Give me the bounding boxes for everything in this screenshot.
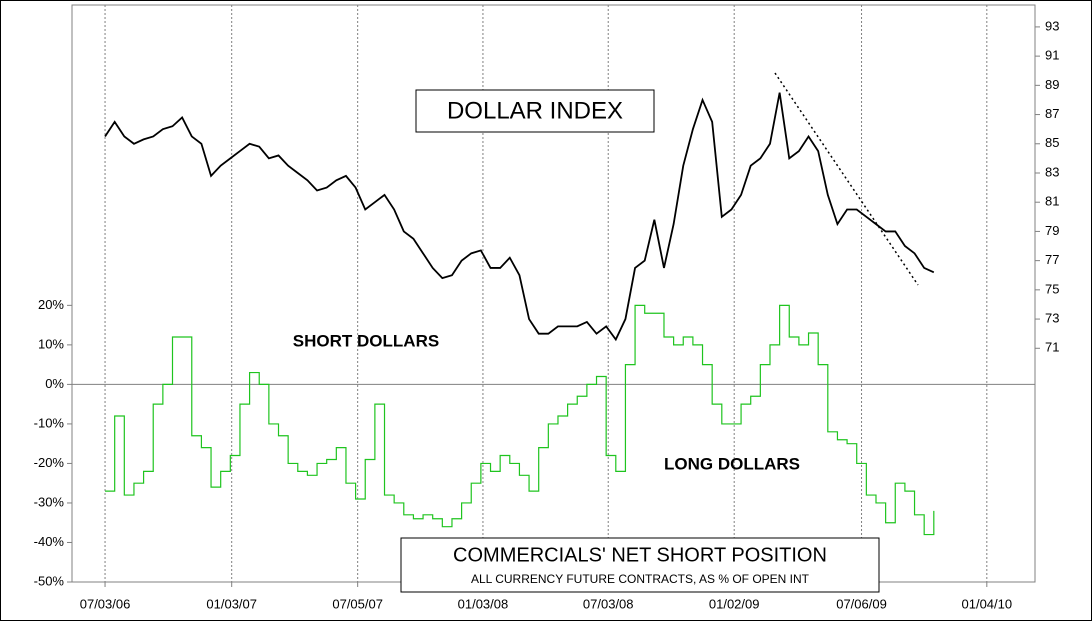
y2-tick-label: 87 — [1045, 106, 1059, 121]
y2-tick-label: 81 — [1045, 194, 1059, 209]
x-tick-label: 01/04/10 — [962, 596, 1013, 611]
caption-sub: ALL CURRENCY FUTURE CONTRACTS, AS % OF O… — [471, 572, 810, 586]
y2-tick-label: 93 — [1045, 18, 1059, 33]
annotation: SHORT DOLLARS — [293, 331, 439, 350]
trend-line — [774, 72, 919, 286]
series-line — [104, 92, 935, 342]
x-tick-label: 07/06/09 — [836, 596, 887, 611]
x-tick-label: 07/03/08 — [583, 596, 634, 611]
y2-tick-label: 89 — [1045, 77, 1059, 92]
y-tick-label: -10% — [34, 415, 65, 430]
y-tick-label: 10% — [38, 336, 64, 351]
y2-tick-label: 79 — [1045, 223, 1059, 238]
x-tick-label: 01/03/08 — [458, 596, 509, 611]
x-tick-label: 07/03/06 — [80, 596, 131, 611]
series-line — [105, 304, 935, 536]
y-tick-label: -50% — [34, 573, 65, 588]
chart-title: DOLLAR INDEX — [447, 97, 623, 124]
y2-tick-label: 73 — [1045, 311, 1059, 326]
y2-tick-label: 71 — [1045, 340, 1059, 355]
y2-tick-label: 77 — [1045, 252, 1059, 267]
title-box — [415, 89, 655, 133]
caption-box — [400, 537, 880, 593]
x-tick-label: 07/05/07 — [332, 596, 383, 611]
annotation: LONG DOLLARS — [664, 454, 800, 473]
y2-tick-label: 83 — [1045, 164, 1059, 179]
y-tick-label: -30% — [34, 494, 65, 509]
y-tick-label: -20% — [34, 455, 65, 470]
y-tick-label: 20% — [38, 297, 64, 312]
y2-tick-label: 85 — [1045, 135, 1059, 150]
y-tick-label: -40% — [34, 534, 65, 549]
x-tick-label: 01/03/07 — [206, 596, 257, 611]
y2-tick-label: 75 — [1045, 281, 1059, 296]
caption: COMMERCIALS' NET SHORT POSITION — [453, 544, 827, 566]
y2-tick-label: 91 — [1045, 48, 1059, 63]
x-tick-label: 01/02/09 — [709, 596, 760, 611]
y-tick-label: 0% — [45, 376, 64, 391]
